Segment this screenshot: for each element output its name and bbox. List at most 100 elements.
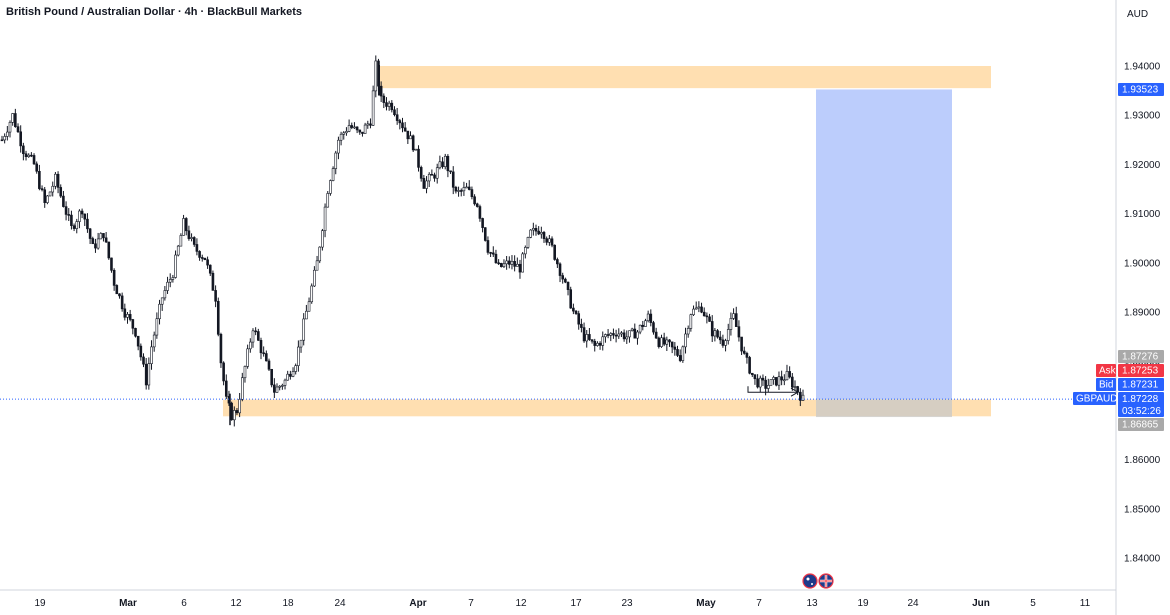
candle-body — [75, 221, 79, 229]
support-zone[interactable] — [223, 399, 991, 417]
candle-body — [537, 230, 540, 235]
candle-body — [35, 163, 39, 172]
ask-label-tag: Ask — [1099, 366, 1117, 377]
candle-body — [585, 334, 589, 342]
candle-body — [3, 136, 6, 141]
candle-body — [174, 254, 177, 278]
candle-body — [80, 210, 84, 215]
candle-body — [46, 195, 49, 203]
candle-body — [628, 330, 631, 338]
price-tick-label: 1.85000 — [1124, 504, 1161, 515]
bid-label-tag-bg — [1096, 378, 1116, 391]
uk-flag-icon[interactable] — [818, 573, 834, 589]
candle-body — [40, 188, 44, 191]
time-tick-label: 5 — [1030, 598, 1036, 609]
candle-body — [208, 264, 212, 274]
candle-body — [118, 293, 121, 297]
candle-body — [475, 203, 479, 207]
candle-body — [716, 330, 719, 338]
price-axis[interactable]: 1.94000 1.93000 1.92000 1.91000 1.90000 1.890… — [1124, 62, 1161, 565]
candle-body — [593, 340, 597, 346]
candle-body — [144, 363, 148, 386]
candle-body — [740, 336, 743, 352]
bid-label-tag: Bid — [1099, 380, 1113, 391]
candle-body — [27, 154, 31, 157]
candle-body — [491, 252, 495, 255]
target-area[interactable] — [816, 89, 952, 400]
price-tick-label: 1.89000 — [1124, 308, 1161, 319]
candle-body — [590, 339, 594, 342]
candle-body — [369, 123, 372, 126]
candle-body — [414, 148, 418, 151]
candle-body — [598, 342, 602, 346]
candle-body — [678, 355, 682, 361]
candle-body — [211, 272, 215, 291]
candle-body — [435, 167, 439, 179]
candle-body — [203, 257, 207, 261]
candle-body — [294, 365, 298, 372]
candle-body — [115, 285, 119, 295]
candle-body — [59, 187, 63, 197]
candle-body — [110, 257, 113, 271]
candle-body — [51, 185, 55, 193]
candle-body — [91, 238, 95, 245]
event-flags[interactable] — [802, 573, 834, 589]
arrow-head — [790, 387, 800, 397]
candle-body — [574, 310, 578, 314]
candle-body — [398, 120, 402, 124]
candle-body — [433, 174, 436, 179]
candle-body — [379, 85, 383, 97]
candle-body — [422, 178, 426, 189]
candle-body — [224, 380, 228, 397]
candle-body — [483, 227, 487, 241]
candle-body — [486, 240, 490, 253]
time-tick-label: Apr — [409, 598, 426, 609]
candle-body — [134, 327, 137, 337]
candle-body — [96, 238, 100, 249]
resistance-zone[interactable] — [380, 66, 991, 89]
time-tick-label: 18 — [282, 598, 294, 609]
candle-body — [524, 247, 527, 255]
candle-body — [342, 132, 346, 135]
time-tick-label: May — [696, 598, 716, 609]
currency-label[interactable]: AUD — [1127, 9, 1148, 20]
candle-body — [54, 173, 57, 187]
ask-label-tag-bg — [1096, 364, 1116, 377]
candle-body — [222, 362, 225, 382]
candle-body — [19, 131, 22, 147]
candle-body — [534, 228, 538, 232]
ask-price-tag: 1.87253 — [1122, 366, 1159, 377]
candle-body — [614, 334, 618, 337]
candle-body — [123, 308, 127, 318]
time-tick-label: Mar — [119, 598, 137, 609]
candle-body — [48, 191, 52, 197]
candle-body — [88, 228, 92, 239]
candle-body — [139, 345, 143, 358]
candle-body — [72, 225, 76, 229]
price-tick-label: 1.86000 — [1124, 455, 1161, 466]
candle-body — [446, 155, 450, 172]
high-price-tag-bg — [1118, 350, 1164, 363]
candle-body — [726, 329, 730, 341]
candle-body — [126, 314, 129, 318]
australia-flag-icon[interactable] — [802, 573, 818, 589]
candle-body — [649, 313, 653, 323]
candle-body — [596, 342, 599, 346]
candle-body — [473, 196, 476, 205]
annotations — [0, 386, 1116, 400]
candle-body — [176, 245, 180, 256]
candle-body — [257, 331, 260, 341]
time-axis[interactable]: 19 Mar 6 12 18 24 Apr 7 12 17 23 May 7 13 19 24 Jun 5 11 — [34, 598, 1090, 609]
candle-body — [748, 357, 751, 374]
candle-body — [171, 277, 175, 280]
candle-body — [102, 233, 105, 239]
price-tags: 1.93523 1.87276 Ask 1.87253 Bid 1.87231 GBPAUD… — [1073, 82, 1164, 431]
candle-body — [783, 379, 786, 382]
candle-body — [411, 135, 415, 151]
candle-body — [334, 152, 338, 169]
candle-body — [385, 102, 388, 107]
candle-body — [291, 371, 295, 377]
candle-body — [507, 260, 511, 265]
stop-area[interactable] — [816, 399, 952, 418]
